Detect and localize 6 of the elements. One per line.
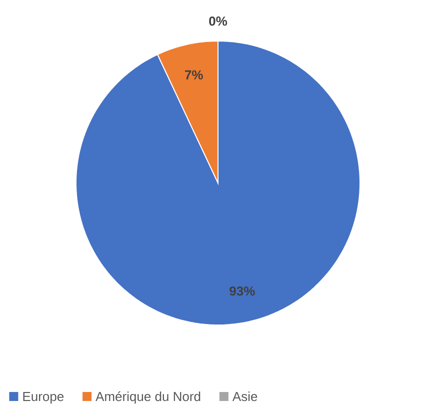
data-label: 93% bbox=[230, 286, 255, 296]
legend-label: Amérique du Nord bbox=[96, 391, 200, 404]
text: 0% bbox=[209, 16, 228, 26]
data-label: 7% bbox=[185, 70, 203, 80]
legend-label: Europe bbox=[23, 392, 64, 404]
legend-label: Asie bbox=[232, 392, 258, 402]
